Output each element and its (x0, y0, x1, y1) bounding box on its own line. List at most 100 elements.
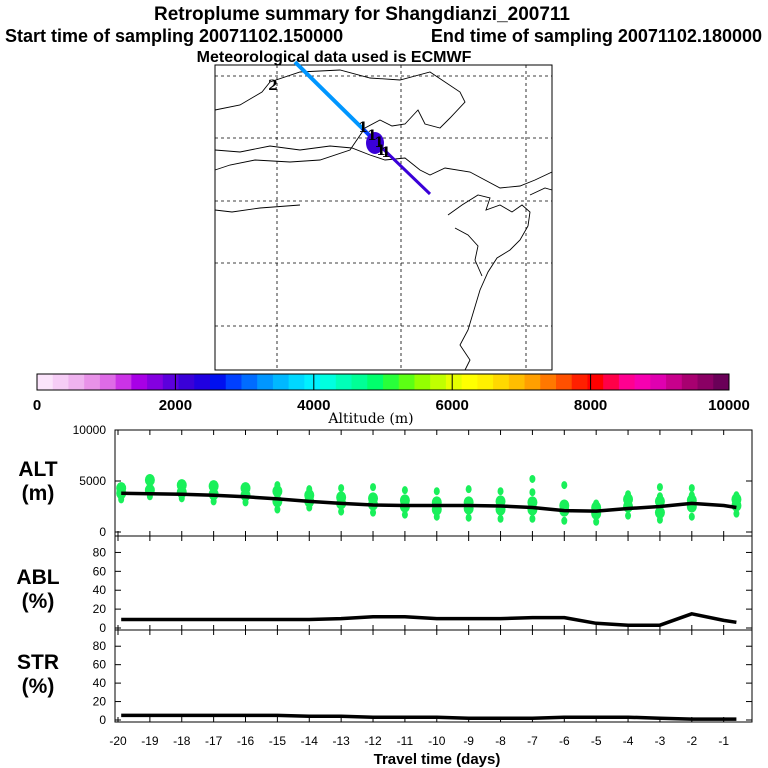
colorbar-cell (162, 374, 180, 390)
altitude-scatter-point (274, 505, 281, 514)
altitude-scatter-point (399, 494, 410, 507)
colorbar-tick-label: 4000 (297, 397, 330, 414)
colorbar-cell (99, 374, 117, 390)
colorbar-cell (241, 374, 258, 390)
y-tick-label: 80 (93, 639, 107, 653)
colorbar-cell (508, 374, 526, 390)
colorbar-cell (650, 374, 667, 390)
str-panel-label: STR (%) (17, 651, 59, 698)
y-tick-label: 0 (99, 621, 106, 635)
altitude-scatter-point (401, 486, 408, 495)
colorbar-cell (272, 374, 290, 390)
plume-segment-upper (293, 60, 364, 130)
colorbar-cell (178, 374, 195, 390)
colorbar-cell (304, 374, 321, 390)
x-tick-label: -3 (655, 734, 666, 748)
map-gridlines (215, 65, 552, 370)
x-tick-label: -18 (173, 734, 191, 748)
x-tick-label: -13 (332, 734, 350, 748)
altitude-scatter-point (465, 513, 472, 522)
altitude-scatter-point (208, 480, 219, 493)
altitude-scatter-point (370, 483, 377, 492)
y-tick-label: 60 (93, 658, 107, 672)
altitude-scatter-point (559, 499, 570, 512)
map-day-marker: 1 (376, 143, 386, 159)
altitude-scatter-point (176, 479, 187, 492)
altitude-scatter-point (529, 514, 536, 523)
colorbar-cell (477, 374, 494, 390)
map-day-marker: 1 (367, 128, 377, 144)
y-tick-label: 40 (93, 583, 107, 597)
colorbar-tick-label: 2000 (159, 397, 192, 414)
colorbar-cell (194, 374, 211, 390)
abl-panel: 0 20 40 60 80 (93, 536, 752, 635)
colorbar-cell (257, 374, 274, 390)
altitude-scatter-point (274, 481, 281, 490)
x-tick-label: -17 (205, 734, 223, 748)
altitude-colorbar: 0 2000 4000 6000 8000 10000 Altitude (m) (33, 373, 750, 427)
colorbar-cell (383, 374, 400, 390)
release-site-blob (366, 132, 384, 154)
altitude-scatter-point (527, 496, 538, 509)
altitude-scatter-point (529, 474, 536, 483)
altitude-scatter-point (688, 512, 695, 521)
colorbar-tick-label: 8000 (574, 397, 607, 414)
x-tick-label: -20 (109, 734, 127, 748)
colorbar-cell (52, 374, 69, 390)
x-tick-label: -2 (686, 734, 697, 748)
altitude-scatter-point (593, 517, 600, 526)
altitude-scatter-point (144, 473, 155, 486)
colorbar-cell (618, 374, 636, 390)
y-tick-label: 20 (93, 695, 107, 709)
altitude-scatter-point (370, 508, 377, 517)
met-data-label: Meteorological data used is ECMWF (197, 49, 472, 66)
colorbar-tick-label: 10000 (708, 397, 750, 414)
altitude-scatter-point (656, 483, 663, 492)
altitude-scatter-point (336, 491, 347, 504)
altitude-scatter-point (401, 510, 408, 519)
colorbar-cell (587, 374, 604, 390)
colorbar-cell (697, 374, 714, 390)
map-frame (214, 64, 553, 371)
colorbar-cell (351, 374, 368, 390)
colorbar-cell (320, 374, 337, 390)
colorbar-cell (335, 374, 353, 390)
colorbar-cell (430, 374, 447, 390)
time-series-panels: 0 5000 10000 0 20 40 60 80 0 20 40 60 80 -20 -19 -18 -17… (73, 423, 752, 748)
altitude-scatter-point (688, 491, 695, 500)
altitude-scatter-point (625, 490, 632, 499)
y-tick-label: 0 (99, 713, 106, 727)
map-day-marker: 1 (358, 120, 368, 136)
colorbar-cell (398, 374, 415, 390)
str-series-line (121, 713, 737, 721)
map-day-marker: 1 (374, 135, 384, 151)
altitude-scatter-point (338, 507, 345, 516)
altitude-scatter-point (529, 488, 536, 497)
abl-series-line (121, 612, 737, 627)
colorbar-tick-label: 0 (33, 397, 41, 414)
altitude-scatter-point (656, 492, 663, 501)
end-time-label: End time of sampling 20071102.180000 (431, 26, 762, 46)
altitude-scatter-point (368, 492, 379, 505)
colorbar-cell (713, 374, 730, 390)
alt-panel: 0 5000 10000 (73, 423, 752, 539)
x-tick-label: -15 (269, 734, 287, 748)
y-tick-label: 40 (93, 676, 107, 690)
x-tick-label: -5 (591, 734, 602, 748)
colorbar-cell (115, 374, 132, 390)
x-tick-label: -12 (364, 734, 382, 748)
alt-series-line (121, 491, 737, 513)
start-time-label: Start time of sampling 20071102.150000 (5, 26, 343, 46)
colorbar-cell (445, 374, 463, 390)
x-tick-label: -9 (463, 734, 474, 748)
altitude-scatter-point (116, 482, 127, 495)
altitude-scatter-point (733, 509, 740, 518)
colorbar-title: Altitude (m) (327, 411, 413, 427)
x-tick-label: -14 (301, 734, 319, 748)
altitude-scatter-point (497, 487, 504, 496)
altitude-scatter-point (688, 484, 695, 493)
plume-segment-lower (378, 144, 432, 196)
